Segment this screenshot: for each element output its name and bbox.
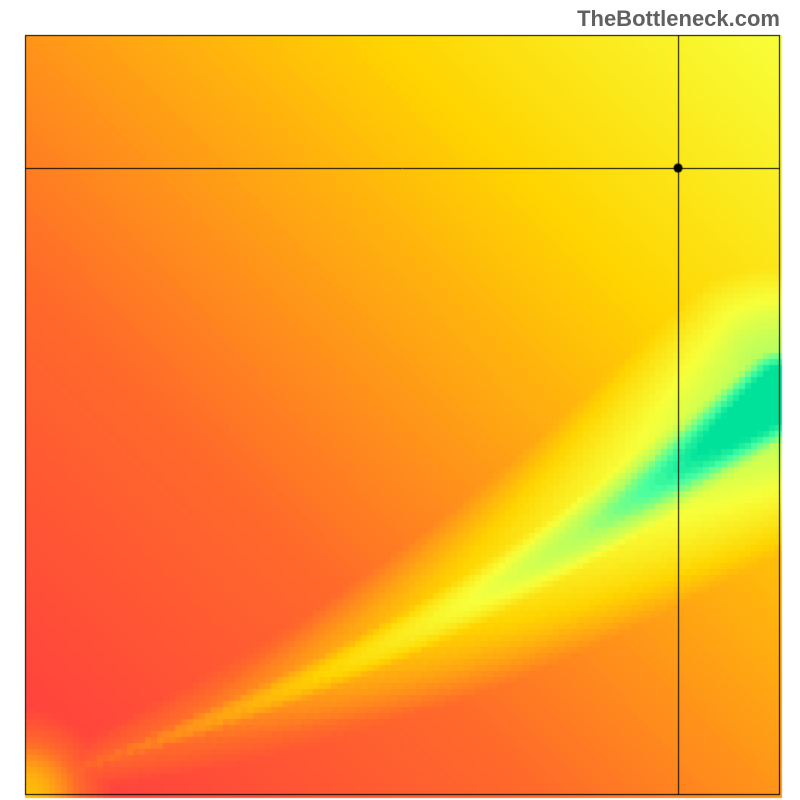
- bottleneck-heatmap: [0, 0, 800, 800]
- watermark-text: TheBottleneck.com: [577, 6, 780, 32]
